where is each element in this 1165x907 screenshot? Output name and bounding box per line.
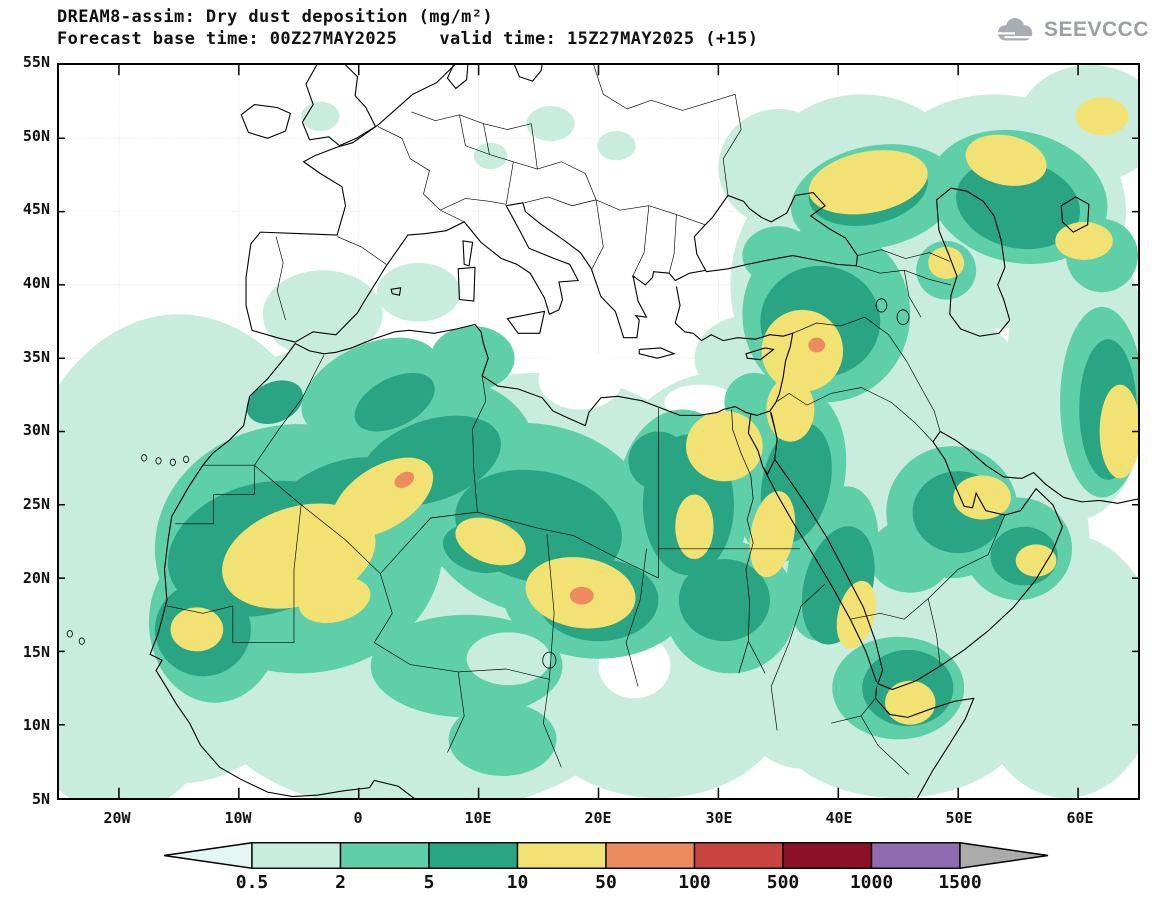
lake-urmia [897, 310, 909, 325]
coastline-europe [246, 65, 706, 342]
lat-label: 30N [22, 421, 50, 439]
lat-label: 25N [22, 495, 50, 513]
colorbar-cell [870, 842, 961, 869]
colorbar-cell [428, 842, 519, 869]
colorbar-label: 5 [423, 872, 435, 893]
lake-van [876, 299, 887, 312]
horn-of-africa-coastline [875, 687, 973, 798]
lat-label: 45N [22, 200, 50, 218]
mediterranean-islands [391, 241, 773, 360]
colorbar-label: 100 [678, 872, 711, 893]
colorbar-label: 1000 [849, 872, 894, 893]
chart-subtitle: Forecast base time: 00Z27MAY2025 valid ti… [57, 28, 758, 50]
colorbar-cell [782, 842, 873, 869]
arabia-gulf-coastline [878, 432, 1138, 690]
colorbar-legend [162, 841, 1050, 870]
lon-label: 60E [1066, 809, 1094, 827]
dust-layer-50-100 [394, 337, 826, 605]
red-sea-outline [748, 412, 882, 683]
lon-label: 20E [584, 809, 612, 827]
colorbar-label: 500 [766, 872, 800, 893]
lat-label: 5N [31, 790, 50, 808]
seevccc-logo: SEEVCCC [992, 16, 1149, 44]
cape-verde-island [79, 638, 84, 644]
dust-deposition-map [59, 65, 1138, 798]
colorbar-arrow-high [959, 841, 1049, 870]
colorbar-label: 0.5 [235, 872, 269, 893]
lat-label: 50N [22, 127, 50, 145]
geography [67, 65, 1138, 798]
aral-sea-outline [1061, 197, 1089, 232]
coastline-africa-levant [150, 286, 793, 798]
colorbar-label: 10 [506, 872, 529, 893]
lake-chad [543, 652, 556, 668]
lon-label: 30E [705, 809, 733, 827]
colorbar-label: 2 [335, 872, 346, 893]
cloud-icon [996, 18, 1034, 41]
map-plot-area [57, 63, 1140, 800]
africa-borders [167, 355, 909, 774]
coastline-britain-ireland [241, 65, 542, 146]
lon-label: 20W [103, 809, 131, 827]
nile-river [732, 410, 766, 674]
lon-label: 50E [945, 809, 973, 827]
lat-label: 55N [22, 53, 50, 71]
lat-label: 35N [22, 348, 50, 366]
colorbar-cell [251, 842, 342, 869]
lon-label: 40E [825, 809, 853, 827]
colorbar-label: 50 [595, 872, 617, 893]
black-sea-outline [694, 193, 857, 272]
lat-label: 40N [22, 274, 50, 292]
lon-label: 10E [464, 809, 492, 827]
canary-island [141, 455, 146, 461]
middle-east-borders [770, 250, 1005, 666]
dust-layer-10-50 [170, 97, 1138, 725]
colorbar-arrow-low [163, 841, 253, 870]
colorbar-cell [516, 842, 607, 869]
forecast-base-time: Forecast base time: 00Z27MAY2025 [57, 29, 398, 50]
dust-lighter-pocket [466, 632, 551, 686]
lat-label: 20N [22, 569, 50, 587]
europe-borders [276, 65, 741, 320]
colorbar-label: 1500 [938, 872, 982, 893]
cape-verde-island [67, 631, 72, 637]
colorbar-cell [693, 842, 784, 869]
canary-island [156, 458, 161, 464]
logo-text: SEEVCCC [1043, 18, 1149, 41]
canary-island [170, 459, 175, 465]
axis-ticks [59, 65, 1138, 798]
chart-title: DREAM8-assim: Dry dust deposition (mg/m²… [57, 7, 494, 27]
colorbar-cell [605, 842, 696, 869]
valid-time: valid time: 15Z27MAY2025 (+15) [439, 29, 759, 50]
canary-island [183, 456, 188, 462]
lat-label: 10N [22, 716, 50, 734]
lon-label: 10W [224, 809, 252, 827]
colorbar-cell [339, 842, 430, 869]
caspian-sea-outline [937, 188, 1010, 336]
lon-label: 0 [353, 809, 363, 827]
chart-header: DREAM8-assim: Dry dust deposition (mg/m²… [57, 6, 758, 51]
lat-label: 15N [22, 643, 50, 661]
